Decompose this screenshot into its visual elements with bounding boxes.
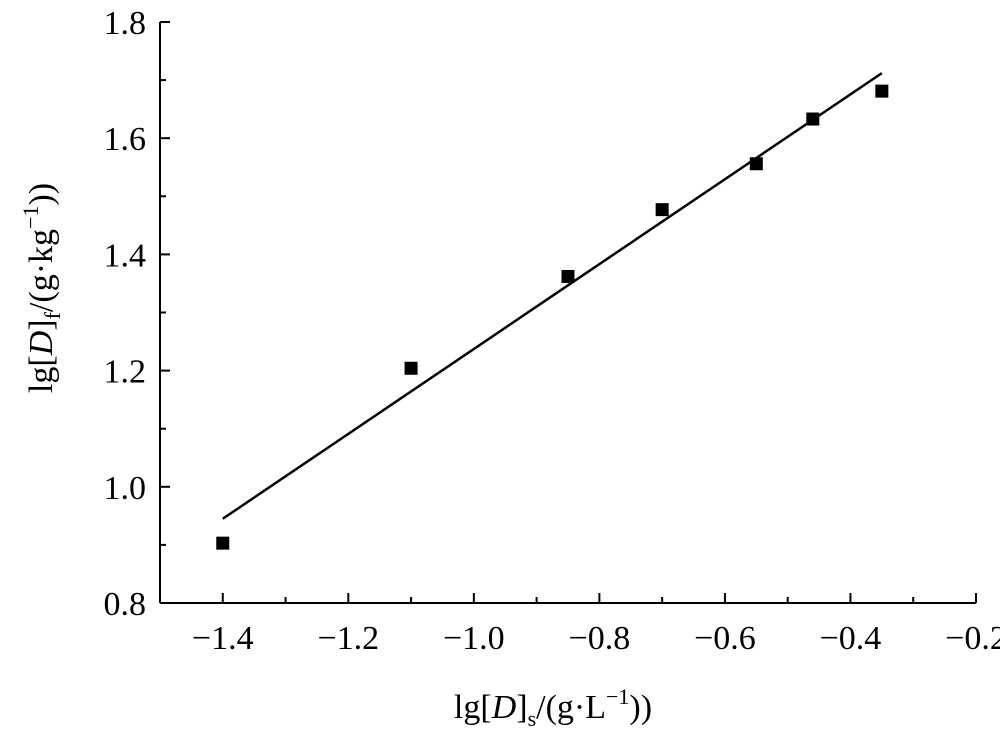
data-point xyxy=(561,269,575,283)
x-axis-title: lg[D]s/(g·L−1)) xyxy=(454,684,652,731)
x-tick-label: −0.4 xyxy=(820,620,882,657)
x-tick-label: −1.4 xyxy=(192,620,254,657)
y-tick-label: 1.0 xyxy=(104,470,147,507)
fit-line-layer xyxy=(222,72,883,520)
x-tick-label: −1.2 xyxy=(317,620,379,657)
x-tick-label: −0.2 xyxy=(945,620,1000,657)
y-tick-label: 1.2 xyxy=(104,354,147,391)
data-point xyxy=(806,112,820,126)
data-point xyxy=(749,157,763,171)
x-axis: −1.4 −1.2 −1.0 −0.8 −0.6 −0.4 −0.2 xyxy=(160,593,1000,657)
fit-line xyxy=(222,72,883,520)
x-tick-label: −0.6 xyxy=(694,620,756,657)
y-tick-label: 1.4 xyxy=(104,237,147,274)
data-point xyxy=(875,84,889,98)
data-point xyxy=(216,536,230,550)
data-point xyxy=(404,361,418,375)
y-tick-label: 1.6 xyxy=(104,121,147,158)
x-tick-label: −0.8 xyxy=(569,620,631,657)
y-tick-label: 0.8 xyxy=(104,586,147,623)
y-tick-label: 1.8 xyxy=(104,5,147,42)
x-tick-label: −1.0 xyxy=(443,620,505,657)
y-axis: 0.8 1.0 1.2 1.4 1.6 1.8 xyxy=(104,5,170,623)
points-layer xyxy=(216,84,889,550)
data-point xyxy=(655,203,669,217)
y-axis-title: lg[D]f/(g·kg−1)) xyxy=(18,183,65,393)
